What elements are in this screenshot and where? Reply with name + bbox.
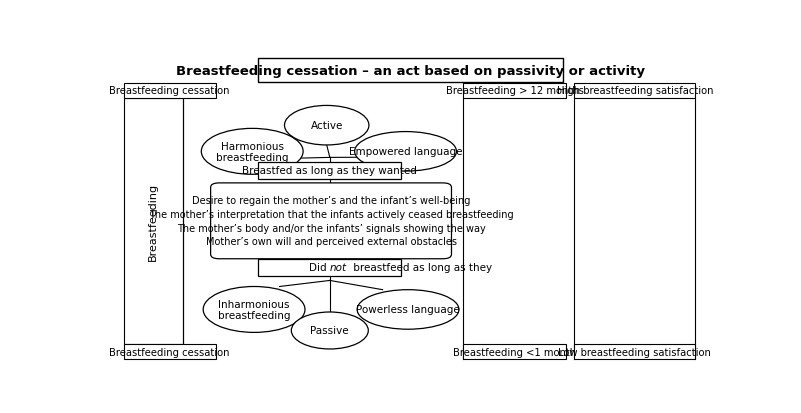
FancyBboxPatch shape — [259, 259, 401, 276]
Text: The mother’s body and/or the infants’ signals showing the way: The mother’s body and/or the infants’ si… — [177, 223, 485, 233]
Text: Breastfeeding <1 month: Breastfeeding <1 month — [453, 347, 576, 357]
Text: Harmonious
breastfeeding: Harmonious breastfeeding — [216, 141, 288, 163]
Text: Did: Did — [309, 263, 330, 273]
FancyBboxPatch shape — [123, 83, 215, 99]
Text: The mother’s interpretation that the infants actively ceased breastfeeding: The mother’s interpretation that the inf… — [149, 209, 513, 219]
Text: Breastfeeding cessation: Breastfeeding cessation — [110, 347, 230, 357]
Text: Inharmonious
breastfeeding: Inharmonious breastfeeding — [218, 299, 290, 320]
FancyBboxPatch shape — [259, 59, 562, 83]
Ellipse shape — [292, 312, 368, 349]
Ellipse shape — [355, 132, 457, 172]
Text: Breastfeeding: Breastfeeding — [148, 183, 159, 261]
FancyBboxPatch shape — [259, 163, 401, 179]
Text: Empowered language: Empowered language — [348, 147, 462, 157]
Text: Breastfeeding cessation – an act based on passivity or activity: Breastfeeding cessation – an act based o… — [176, 64, 645, 78]
FancyBboxPatch shape — [123, 344, 215, 360]
FancyBboxPatch shape — [123, 99, 183, 344]
Ellipse shape — [357, 290, 459, 330]
Ellipse shape — [203, 287, 305, 332]
Ellipse shape — [201, 129, 303, 175]
Text: Breastfeeding > 12 months: Breastfeeding > 12 months — [445, 86, 583, 96]
Text: Breastfeeding cessation: Breastfeeding cessation — [110, 86, 230, 96]
FancyBboxPatch shape — [463, 344, 566, 360]
Text: High breastfeeding satisfaction: High breastfeeding satisfaction — [557, 86, 713, 96]
Text: Active: Active — [311, 121, 343, 131]
FancyBboxPatch shape — [463, 83, 566, 99]
Text: not: not — [330, 263, 347, 273]
Text: breastfeed as long as they: breastfeed as long as they — [350, 263, 493, 273]
Ellipse shape — [284, 106, 369, 146]
FancyBboxPatch shape — [574, 344, 695, 360]
FancyBboxPatch shape — [211, 183, 452, 259]
FancyBboxPatch shape — [574, 83, 695, 99]
Text: Passive: Passive — [311, 326, 349, 336]
Text: Desire to regain the mother’s and the infant’s well-being: Desire to regain the mother’s and the in… — [192, 196, 470, 206]
Text: Breastfed as long as they wanted: Breastfed as long as they wanted — [243, 166, 417, 176]
Text: Powerless language: Powerless language — [356, 305, 460, 315]
Text: Mother’s own will and perceived external obstacles: Mother’s own will and perceived external… — [206, 237, 457, 247]
Text: Low breastfeeding satisfaction: Low breastfeeding satisfaction — [558, 347, 711, 357]
